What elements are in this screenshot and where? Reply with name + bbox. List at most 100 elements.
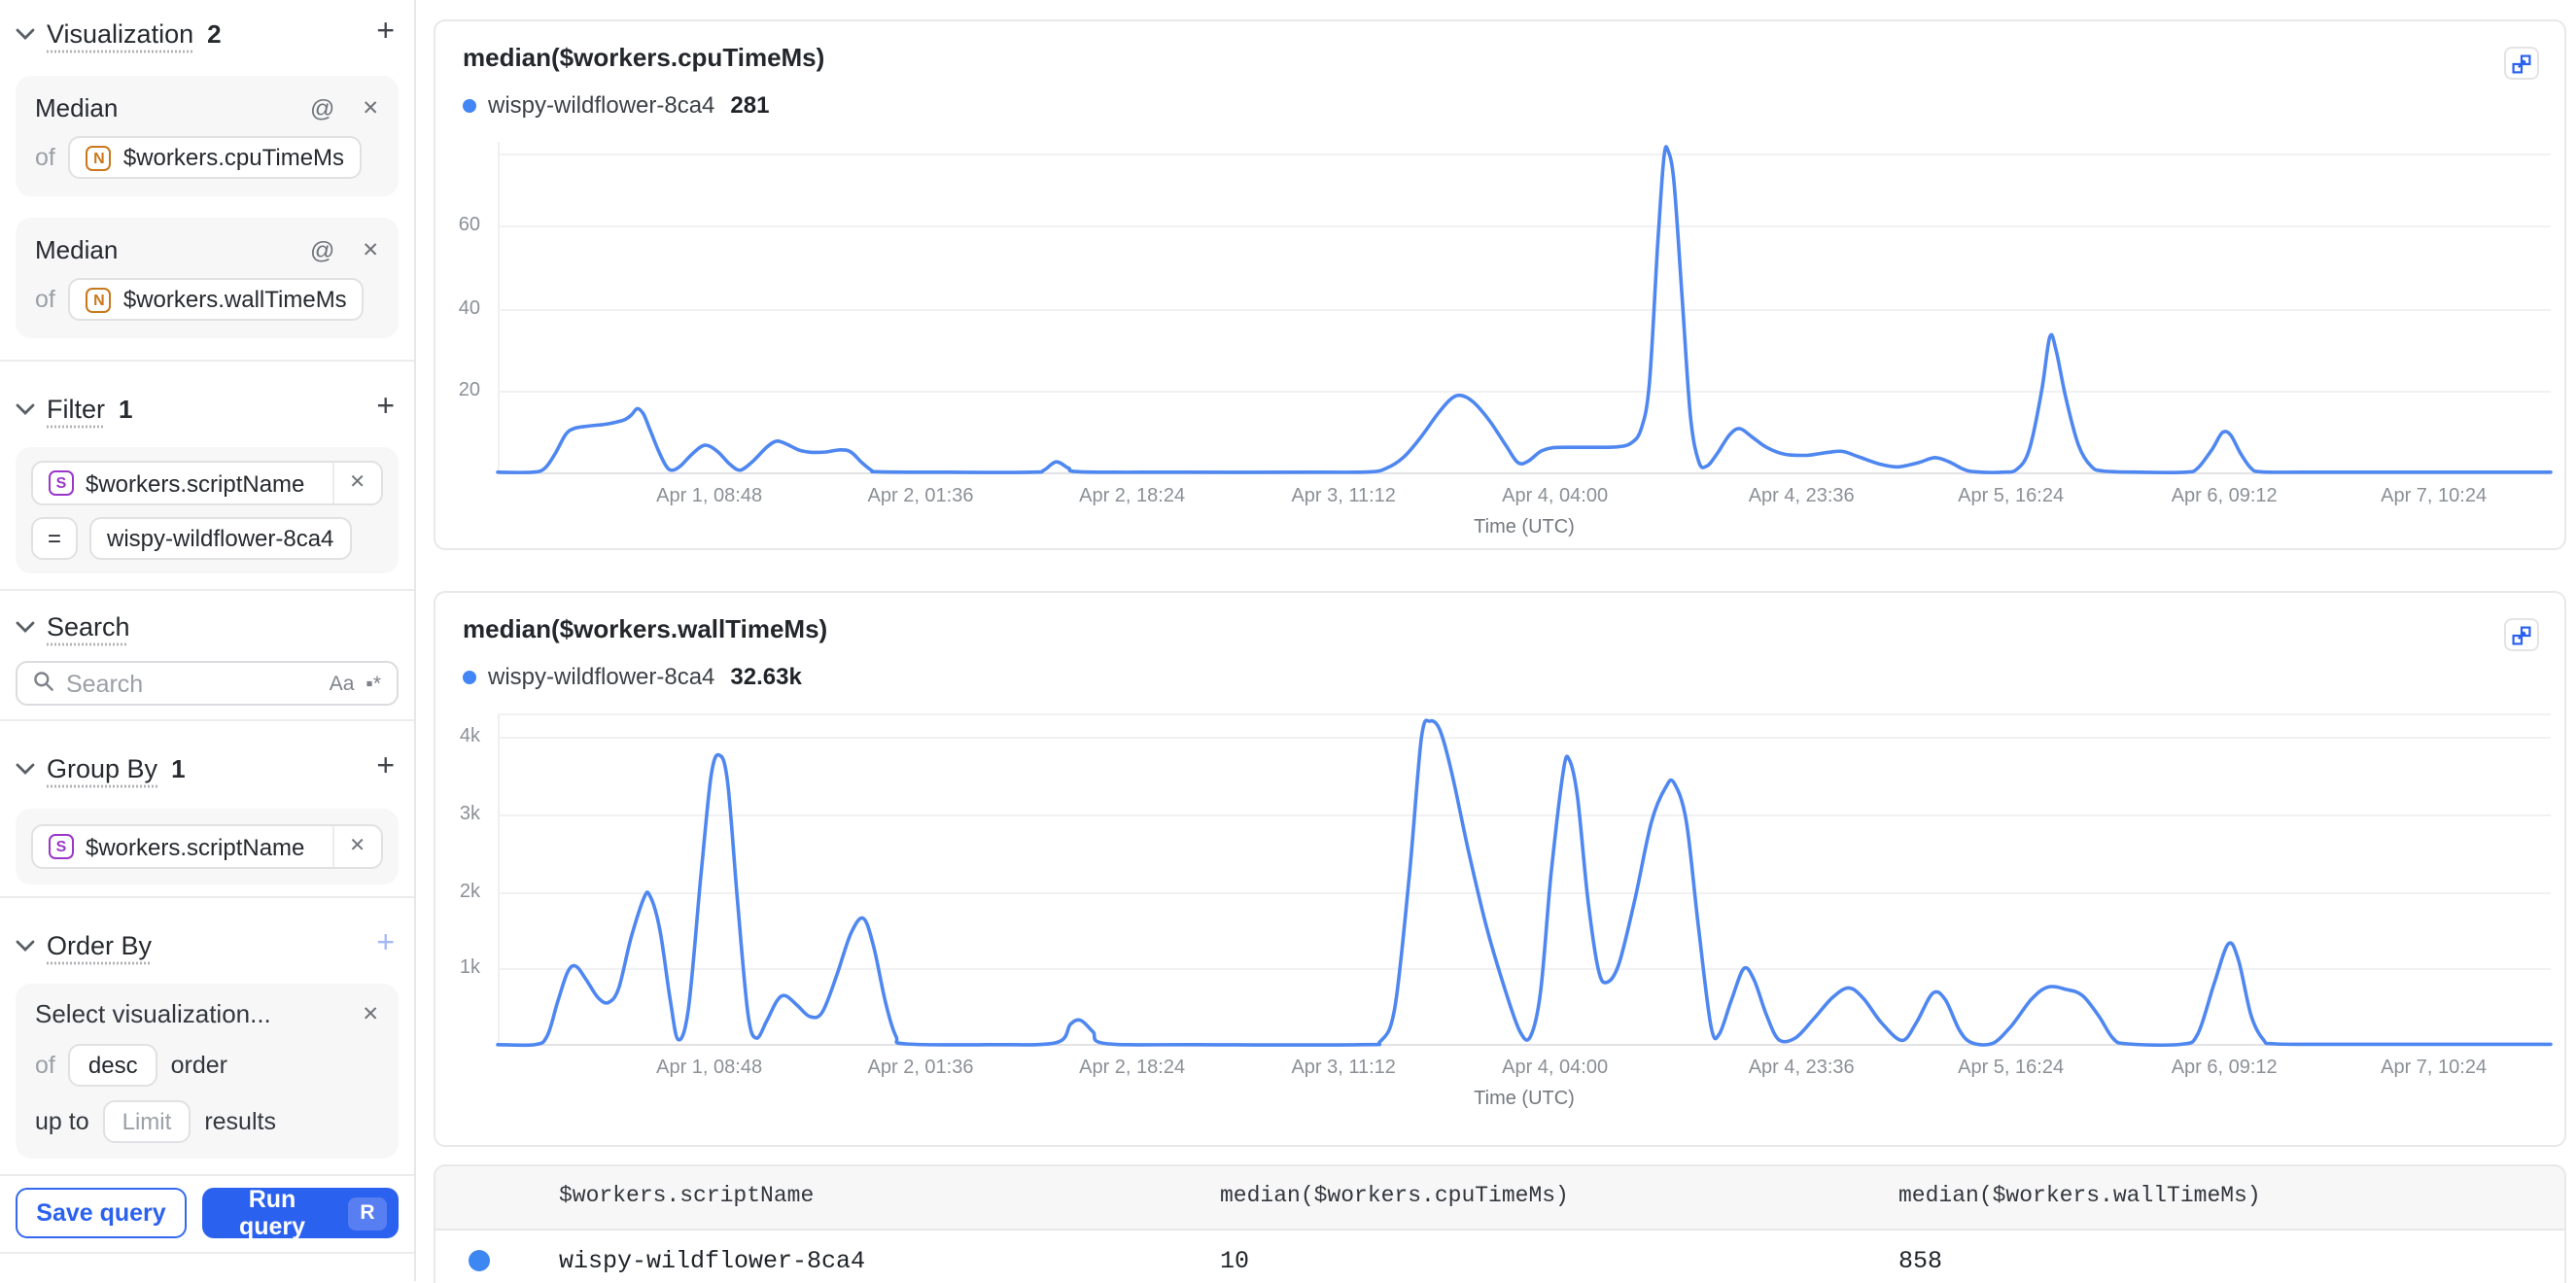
add-visualization-button[interactable]: + xyxy=(372,17,399,49)
field-chip-label: $workers.cpuTimeMs xyxy=(122,144,345,171)
field-chip-wall[interactable]: N $workers.wallTimeMs xyxy=(68,278,365,321)
match-case-icon[interactable]: Aa xyxy=(329,672,355,695)
query-actions-bar: Save query Run query R xyxy=(0,1174,414,1254)
of-label: of xyxy=(35,1052,55,1079)
filter-operator-chip[interactable]: = xyxy=(31,517,78,560)
close-icon[interactable]: ✕ xyxy=(331,463,381,503)
cell-cpu-median: 10 xyxy=(1220,1247,1250,1274)
series-dot-icon xyxy=(463,670,476,683)
close-icon[interactable]: ✕ xyxy=(362,238,379,261)
add-group-by-button[interactable]: + xyxy=(372,751,399,783)
save-query-button[interactable]: Save query xyxy=(16,1188,187,1238)
search-section-title[interactable]: Search xyxy=(47,611,130,641)
chevron-down-icon[interactable] xyxy=(16,401,35,415)
chart-title: median($workers.cpuTimeMs) xyxy=(463,43,825,72)
cell-wall-median: 858 xyxy=(1898,1247,1943,1274)
section-order-by: Order By + Select visualization... ✕ of … xyxy=(0,896,414,1174)
order-by-card: Select visualization... ✕ of desc order … xyxy=(16,984,399,1159)
alias-icon[interactable]: @ xyxy=(309,236,335,263)
chevron-down-icon[interactable] xyxy=(16,26,35,40)
limit-input[interactable]: Limit xyxy=(102,1100,191,1143)
filter-card: S $workers.scriptName ✕ = wispy-wildflow… xyxy=(16,447,399,573)
string-type-icon: S xyxy=(49,470,74,496)
results-area: median($workers.cpuTimeMs) wispy-wildflo… xyxy=(416,0,2576,1283)
table-header-wall: median($workers.wallTimeMs) xyxy=(1898,1184,2261,1209)
table-header-row: $workers.scriptName median($workers.cpuT… xyxy=(435,1165,2564,1230)
number-type-icon: N xyxy=(86,287,112,312)
visualization-section-title[interactable]: Visualization xyxy=(47,18,194,48)
expand-chart-button[interactable] xyxy=(2504,618,2539,651)
results-table: $workers.scriptName median($workers.cpuT… xyxy=(433,1163,2566,1283)
close-icon[interactable]: ✕ xyxy=(362,96,379,120)
table-header-cpu: median($workers.cpuTimeMs) xyxy=(1220,1184,1569,1209)
filter-section-title[interactable]: Filter xyxy=(47,394,105,423)
order-direction-chip[interactable]: desc xyxy=(68,1044,157,1087)
field-chip-cpu[interactable]: N $workers.cpuTimeMs xyxy=(68,136,363,179)
of-label: of xyxy=(35,286,55,313)
run-shortcut-badge: R xyxy=(348,1196,387,1230)
metric-name[interactable]: Median xyxy=(35,93,119,122)
chevron-down-icon[interactable] xyxy=(16,938,35,952)
search-box: Aa ▪* xyxy=(16,661,399,706)
add-order-by-button[interactable]: + xyxy=(372,928,399,960)
number-type-icon: N xyxy=(86,145,112,170)
group-by-field-label: $workers.scriptName xyxy=(86,833,305,860)
chart-card-wall: median($workers.wallTimeMs) wispy-wildfl… xyxy=(433,591,2566,1147)
chevron-down-icon[interactable] xyxy=(16,619,35,633)
legend-series-value: 281 xyxy=(730,91,770,119)
legend-series-value: 32.63k xyxy=(730,663,802,690)
legend-series-name: wispy-wildflower-8ca4 xyxy=(488,91,715,119)
metric-card-wall: Median @ ✕ of N $workers.wallTimeMs xyxy=(16,218,399,338)
close-icon[interactable]: ✕ xyxy=(331,826,381,867)
group-by-section-title[interactable]: Group By xyxy=(47,753,158,782)
section-search: Search Aa ▪* xyxy=(0,589,414,719)
expand-chart-button[interactable] xyxy=(2504,47,2539,80)
run-query-button[interactable]: Run query R xyxy=(202,1186,399,1240)
results-label: results xyxy=(204,1108,276,1135)
order-label: order xyxy=(170,1052,227,1079)
string-type-icon: S xyxy=(49,834,74,859)
close-icon[interactable]: ✕ xyxy=(362,1002,379,1025)
chart-plot-cpu[interactable]: 20 40 60 Apr 1, 08:48 Apr 2, 01:36 Apr 2, 18:… xyxy=(459,142,2553,538)
query-builder-sidebar: Visualization 2 + Median @ ✕ of N $worke… xyxy=(0,0,416,1281)
section-group-by: Group By 1 + S $workers.scriptName ✕ xyxy=(0,719,414,896)
of-label: of xyxy=(35,144,55,171)
chart-card-cpu: median($workers.cpuTimeMs) wispy-wildflo… xyxy=(433,19,2566,550)
add-filter-button[interactable]: + xyxy=(372,392,399,424)
metric-card-cpu: Median @ ✕ of N $workers.cpuTimeMs xyxy=(16,76,399,196)
table-row[interactable]: wispy-wildflower-8ca4 10 858 xyxy=(435,1230,2564,1283)
legend-item[interactable]: wispy-wildflower-8ca4 32.63k xyxy=(463,663,802,690)
series-dot-icon xyxy=(468,1249,489,1270)
section-filter: Filter 1 + S $workers.scriptName ✕ = wis… xyxy=(0,360,414,589)
run-query-label: Run query xyxy=(238,1186,306,1240)
metric-name[interactable]: Median xyxy=(35,235,119,264)
expand-icon xyxy=(2512,53,2531,73)
up-to-label: up to xyxy=(35,1108,89,1135)
order-by-section-title[interactable]: Order By xyxy=(47,930,153,959)
chart-plot-wall[interactable]: 1k 2k 3k 4k Apr 1, 08:48 Apr 2, 01:36 Apr 2, 1… xyxy=(460,713,2553,1110)
series-dot-icon xyxy=(463,98,476,112)
section-visualization: Visualization 2 + Median @ ✕ of N $worke… xyxy=(0,0,414,360)
legend-series-name: wispy-wildflower-8ca4 xyxy=(488,663,715,690)
field-chip-label: $workers.wallTimeMs xyxy=(122,286,347,313)
visualization-count: 2 xyxy=(207,18,222,48)
group-by-field-chip[interactable]: S $workers.scriptName ✕ xyxy=(31,824,383,869)
expand-icon xyxy=(2512,625,2531,644)
search-input[interactable] xyxy=(66,670,318,697)
cell-script-name: wispy-wildflower-8ca4 xyxy=(559,1247,866,1274)
group-by-count: 1 xyxy=(171,753,186,782)
chevron-down-icon[interactable] xyxy=(16,761,35,775)
filter-value-chip[interactable]: wispy-wildflower-8ca4 xyxy=(89,517,352,560)
regex-icon[interactable]: ▪* xyxy=(366,672,381,695)
filter-field-chip[interactable]: S $workers.scriptName ✕ xyxy=(31,461,383,505)
filter-count: 1 xyxy=(119,394,133,423)
legend-item[interactable]: wispy-wildflower-8ca4 281 xyxy=(463,91,769,119)
chart-title: median($workers.wallTimeMs) xyxy=(463,614,828,643)
filter-field-label: $workers.scriptName xyxy=(86,469,305,497)
alias-icon[interactable]: @ xyxy=(309,94,335,121)
order-by-visualization-select[interactable]: Select visualization... xyxy=(35,999,271,1028)
group-by-card: S $workers.scriptName ✕ xyxy=(16,809,399,884)
search-icon xyxy=(33,670,54,697)
table-header-script-name: $workers.scriptName xyxy=(559,1184,815,1209)
